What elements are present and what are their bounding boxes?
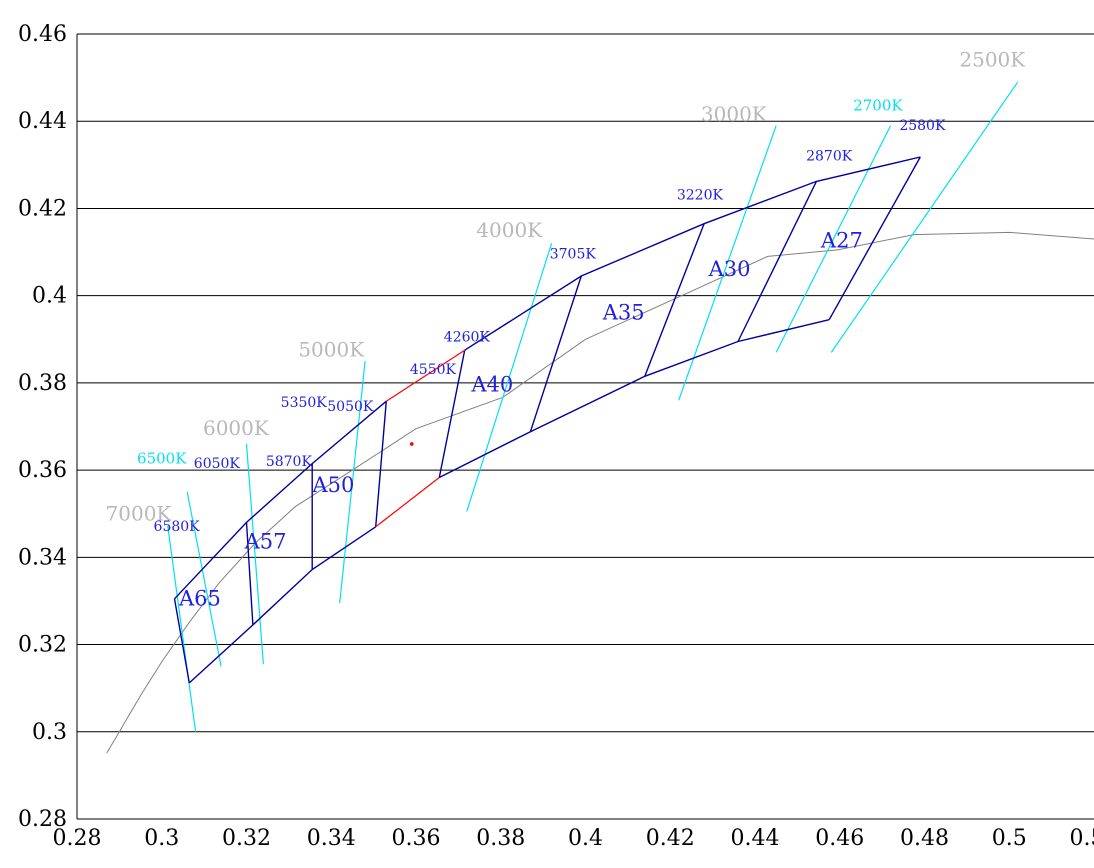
y-tick-label: 0.38 [18,371,67,396]
x-tick-label: 0.32 [222,826,271,851]
color-regions [173,156,921,684]
isotherm-label: 4000K [476,218,543,242]
cct-label: 5350K [281,395,328,411]
region-label: A57 [244,530,287,554]
y-tick-label: 0.4 [32,284,67,309]
region-divider [245,522,254,625]
gap-line [385,349,466,402]
x-tick-label: 0.36 [392,826,441,851]
x-tick-label: 0.5 [992,826,1027,851]
region-label: A30 [708,257,751,281]
marker-points [409,442,414,446]
cct-label: 2870K [806,148,853,164]
y-tick-label: 0.42 [18,196,67,221]
cct-label: 3705K [550,247,597,263]
region-divider [737,181,818,342]
x-tick-label: 0.42 [646,826,695,851]
cct-label: 6580K [154,519,201,535]
x-tick-label: 0.28 [53,826,102,851]
x-tick-label: 0.52 [1070,826,1094,851]
isotherm-2700K [775,125,892,353]
region-edge-bottom [188,526,377,684]
isotherm-6500K [186,491,222,667]
x-tick-label: 0.34 [307,826,356,851]
cct-label: 5870K [266,454,313,470]
planckian-locus-line [106,231,1094,754]
region-divider [828,156,921,321]
isotherm-label: 5000K [298,338,365,362]
cct-label: 4550K [410,362,457,378]
isotherm-5000K [339,361,366,604]
y-tick-label: 0.28 [18,807,67,832]
isotherm-lines [167,81,1019,732]
marker-point [409,442,414,446]
region-divider [644,223,705,377]
y-tick-label: 0.36 [18,458,67,483]
isotherm-label: 6000K [203,416,270,440]
region-label: A40 [470,373,513,397]
region-label: A35 [602,301,645,325]
gap-line [375,477,440,528]
cct-label: 4260K [444,329,491,345]
isotherm-3000K [678,125,777,401]
cct-label: 2580K [899,118,946,134]
axes: 0.28 0.3 0.32 0.34 0.36 0.38 0.4 0.42 0.44 0.46 0.… [18,22,1094,851]
isotherm-label: 2500K [959,48,1026,72]
planckian-locus [106,231,1094,754]
region-edge-top [173,400,387,600]
isotherm-6000K [245,443,264,665]
isotherm-label: 7000K [106,501,173,525]
region-divider [529,275,582,432]
isotherm-label: 6500K [137,450,187,468]
cct-label: 5050K [327,399,374,415]
y-tick-label: 0.32 [18,633,67,658]
isotherm-label: 2700K [853,96,903,114]
region-divider [438,350,466,478]
y-tick-label: 0.46 [18,22,67,47]
region-label: A27 [820,229,863,253]
x-tick-label: 0.3 [144,826,179,851]
region-label: A65 [178,586,221,610]
y-tick-label: 0.34 [18,545,67,570]
x-tick-label: 0.44 [731,826,780,851]
x-tick-label: 0.4 [568,826,603,851]
x-tick-label: 0.48 [900,826,949,851]
x-tick-label: 0.46 [815,826,864,851]
isotherm-4000K [466,243,553,512]
y-tick-label: 0.3 [32,720,67,745]
region-label: A50 [311,473,354,497]
y-tick-label: 0.44 [18,109,67,134]
isotherm-7000K [167,525,197,732]
gap-lines [375,349,466,528]
isotherm-2500K [830,81,1019,353]
x-tick-label: 0.38 [476,826,525,851]
isotherm-label: 3000K [701,102,768,126]
cct-label: 3220K [677,188,724,204]
annotations: A65 A57 A50 A40 A35 A30 A27 6580K 6050K 5870K 5350… [106,48,1027,611]
region-divider [375,401,387,527]
gridlines [77,120,1094,733]
cct-label: 6050K [194,456,241,472]
region-edge-left [173,598,190,684]
